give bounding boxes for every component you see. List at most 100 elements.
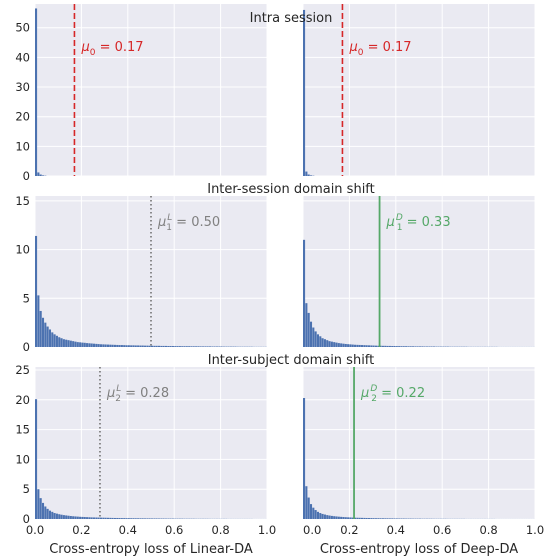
histogram-bar [337,516,340,519]
histogram-bar [137,345,140,347]
histogram-bar [351,517,354,519]
histogram-bar [321,513,324,519]
histogram-bar [155,518,158,519]
panel-subject-deep: 0.0 0.2 0.4 0.6 0.8 1.0 μD 2 = 0.22 [302,367,544,537]
mean-annotation: μL 2 = 0.28 [106,384,169,404]
histogram-bar [118,345,121,347]
histogram-bar [127,345,130,347]
histogram-bar [367,345,371,347]
histogram-bar [111,344,114,347]
histogram-bar [183,346,186,347]
histogram-bar [386,518,389,519]
histogram-bar [104,517,107,519]
histogram-bar [337,343,340,347]
histogram-bar [35,235,38,347]
histogram-bar [370,518,373,519]
x-tick-label: 1.0 [526,523,544,537]
histogram-bar [328,341,331,347]
histogram-bar [160,345,163,347]
histogram-bar [148,345,151,347]
histogram-bar [333,516,336,519]
row-title-inter-session: Inter-session domain shift [207,182,375,197]
y-tick-label: 25 [15,363,30,377]
panel-intra-linear: 0 10 20 30 40 50 μ0 = 0.17 [15,4,268,183]
histogram-bar [374,345,378,347]
histogram-bar [395,518,398,519]
histogram-bar [367,518,371,519]
histogram-bar [153,518,156,519]
y-tick-label: 15 [15,194,30,208]
histogram-bar [314,510,317,519]
histogram-bar [113,517,116,519]
histogram-bar [102,517,105,519]
histogram-bar [125,518,128,519]
histogram-bar [305,303,308,347]
histogram-bar [58,337,61,347]
histogram-bar [307,497,310,519]
histogram-bar [123,345,126,347]
y-tick-label: 0 [23,512,30,526]
histogram-bar [111,517,114,519]
histogram-bar [99,517,103,519]
histogram-bar [395,346,398,347]
histogram-bar [58,514,61,519]
histogram-bar [402,346,405,347]
panel-intra-deep: μ0 = 0.17 [302,4,536,177]
histogram-bar [309,321,313,347]
y-tick-label: 0 [23,340,30,354]
histogram-bar [74,516,77,519]
histogram-bar [95,517,98,519]
histogram-bar [39,174,42,176]
histogram-bar [206,346,209,347]
histogram-bar [76,516,79,519]
histogram-bar [204,346,207,347]
histogram-bar [342,343,345,347]
histogram-bar [178,346,181,347]
histogram-bar [53,513,56,519]
histogram-bar [134,345,137,347]
histogram-bar [37,172,40,176]
histogram-bar [144,345,147,347]
histogram-bar [379,345,382,347]
x-tick-label: 0.4 [387,523,405,537]
histogram-bar [81,342,84,347]
panel-background [303,4,535,176]
histogram-bar [174,346,177,347]
histogram-bar [192,346,195,347]
histogram-bar [141,518,144,519]
histogram-bar [309,504,313,519]
histogram-bar [405,346,408,347]
histogram-bar [347,517,350,519]
histogram-bar [164,345,168,347]
histogram-bar [356,344,359,347]
histogram-bar [157,345,161,347]
panel-subject-linear: 0.0 0.2 0.4 0.6 0.8 1.0 0 5 10 15 20 25 μL 2 = 0.28 [15,363,276,537]
histogram-bar [330,341,333,347]
histogram-bar [393,346,396,347]
histogram-bar [303,397,306,519]
histogram-bar [132,518,135,519]
histogram-bar [384,345,387,347]
histogram-bar [67,515,70,519]
x-tick-label: 0.6 [165,523,183,537]
histogram-bar [118,518,121,519]
y-tick-label: 20 [15,110,30,124]
histogram-bar [76,342,79,347]
histogram-bar [316,511,320,519]
panel-background [35,367,267,519]
histogram-bar [86,343,89,347]
histogram-bar [48,329,52,347]
histogram-bar [79,516,82,519]
histogram-bar [323,514,326,519]
y-tick-label: 10 [15,243,30,257]
histogram-bar [358,517,361,519]
histogram-bar [333,342,336,347]
histogram-bar [167,346,170,347]
histogram-bar [321,338,324,347]
histogram-bar [169,346,172,347]
histogram-bar [148,518,151,519]
mean-annotation: μD 2 = 0.22 [360,384,425,404]
histogram-bar [328,515,331,519]
histogram-bar [351,344,354,347]
